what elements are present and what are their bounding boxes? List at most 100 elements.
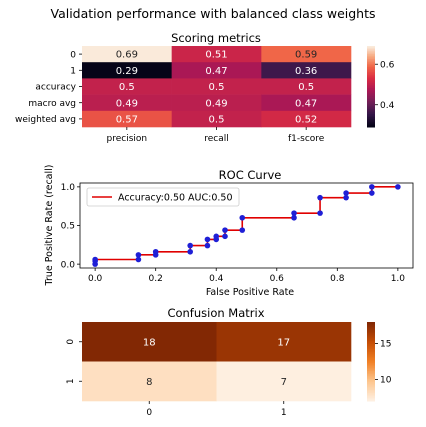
roc-data-point (291, 210, 297, 216)
roc-data-point (187, 242, 193, 249)
roc-title: ROC Curve (219, 168, 282, 182)
colorbar-segment (367, 361, 375, 364)
colorbar-segment (367, 94, 375, 97)
colorbar-segment (367, 363, 375, 366)
colorbar-segment (367, 117, 375, 120)
roc-data-point (92, 256, 98, 263)
colorbar-segment (367, 388, 375, 391)
heatmap-cell (82, 78, 172, 95)
row-tick-label: weighted avg (15, 115, 76, 125)
colorbar-segment (367, 122, 375, 125)
colorbar-segment (367, 57, 375, 60)
colorbar-segment (367, 97, 375, 100)
colorbar-segment (367, 115, 375, 118)
colorbar-segment (367, 55, 375, 58)
colorbar-segment (367, 339, 375, 342)
colorbar-segment (367, 88, 375, 91)
row-tick-label: macro avg (28, 99, 76, 109)
column-tick-label: precision (107, 134, 148, 144)
colorbar-segment (367, 364, 375, 367)
x-tick-label: 0.6 (270, 274, 285, 284)
roc-data-point (317, 210, 323, 216)
colorbar-segment (367, 118, 375, 122)
colorbar-segment (367, 348, 375, 351)
colorbar-segment (367, 81, 375, 84)
colorbar-segment (367, 89, 375, 92)
colorbar-segment (367, 78, 375, 81)
heatmap-cell (82, 110, 172, 128)
heatmap-cell (171, 46, 262, 63)
x-tick-label: 0.2 (149, 274, 163, 284)
colorbar-segment (367, 92, 375, 96)
roc-curve-chart: ROC Curve False Positive Rate True Posit… (44, 165, 414, 298)
colorbar-segment (367, 58, 375, 62)
x-tick-label: 1.0 (391, 274, 406, 284)
heatmap-cell (171, 94, 262, 112)
colorbar-segment (367, 375, 375, 378)
colorbar-segment (367, 102, 375, 105)
colorbar-segment (367, 99, 375, 102)
colorbar-segment (367, 101, 375, 104)
cell-value-label: 18 (143, 337, 156, 348)
column-tick-label: recall (204, 134, 229, 144)
colorbar-segment (367, 367, 375, 370)
roc-xlabel: False Positive Rate (206, 287, 294, 298)
colorbar-segment (367, 352, 375, 355)
colorbar-segment (367, 397, 375, 400)
heatmap-cell (171, 78, 262, 95)
colorbar-segment (367, 67, 375, 70)
row-tick-label: 0 (66, 339, 76, 345)
colorbar-segment (367, 76, 375, 79)
roc-legend-label: Accuracy:0.50 AUC:0.50 (118, 192, 233, 203)
colorbar-segment (367, 342, 375, 345)
colorbar-segment (367, 52, 375, 55)
colorbar-segment (367, 369, 375, 372)
colorbar-segment (367, 366, 375, 369)
heatmap-cell (82, 361, 217, 402)
colorbar-segment (367, 323, 375, 326)
heatmap-cell (261, 62, 352, 79)
column-tick-label: f1-score (288, 134, 325, 144)
cell-value-label: 0.49 (116, 98, 138, 109)
colorbar-segment (367, 350, 375, 353)
heatmap-cell (261, 78, 352, 95)
cell-value-label: 0.5 (298, 82, 314, 93)
colorbar-tick-label: 0.4 (380, 101, 395, 111)
colorbar-segment (367, 83, 375, 86)
row-tick-label: 1 (70, 67, 76, 77)
colorbar-segment (367, 62, 375, 65)
colorbar-segment (367, 396, 375, 399)
colorbar-tick-label: 10 (380, 376, 392, 386)
cell-value-label: 0.49 (205, 98, 227, 109)
colorbar-segment (367, 328, 375, 331)
cell-value-label: 0.51 (205, 50, 227, 61)
column-tick-label: 1 (281, 408, 287, 418)
heatmap-cell (171, 62, 262, 79)
cell-value-label: 0.52 (295, 115, 317, 126)
cell-value-label: 0.57 (116, 115, 138, 126)
colorbar-segment (367, 68, 375, 71)
colorbar-segment (367, 50, 375, 53)
colorbar-segment (367, 337, 375, 340)
cell-value-label: 17 (277, 337, 290, 348)
colorbar-segment (367, 399, 375, 402)
roc-data-point (204, 236, 211, 243)
colorbar-segment (367, 378, 375, 381)
colorbar-segment (367, 355, 375, 358)
row-tick-label: accuracy (35, 83, 76, 93)
cell-value-label: 0.36 (295, 66, 317, 77)
colorbar-segment (367, 356, 375, 359)
roc-data-point (204, 242, 211, 249)
scoring-metrics-heatmap: Scoring metrics 0.69 0.51 0.590.29 0.47 0.36… (15, 31, 395, 144)
roc-data-point (152, 248, 159, 255)
column-tick-label: 0 (146, 408, 152, 418)
scoring-metrics-title: Scoring metrics (171, 31, 261, 45)
cell-value-label: 0.5 (209, 115, 225, 126)
y-tick-label: 0.5 (61, 222, 75, 232)
colorbar-tick-label: 0.6 (380, 60, 395, 70)
colorbar-segment (367, 393, 375, 396)
colorbar-tick-label: 15 (380, 340, 391, 350)
roc-legend-box (86, 187, 240, 207)
colorbar-segment (367, 370, 375, 374)
colorbar-segment (367, 372, 375, 375)
